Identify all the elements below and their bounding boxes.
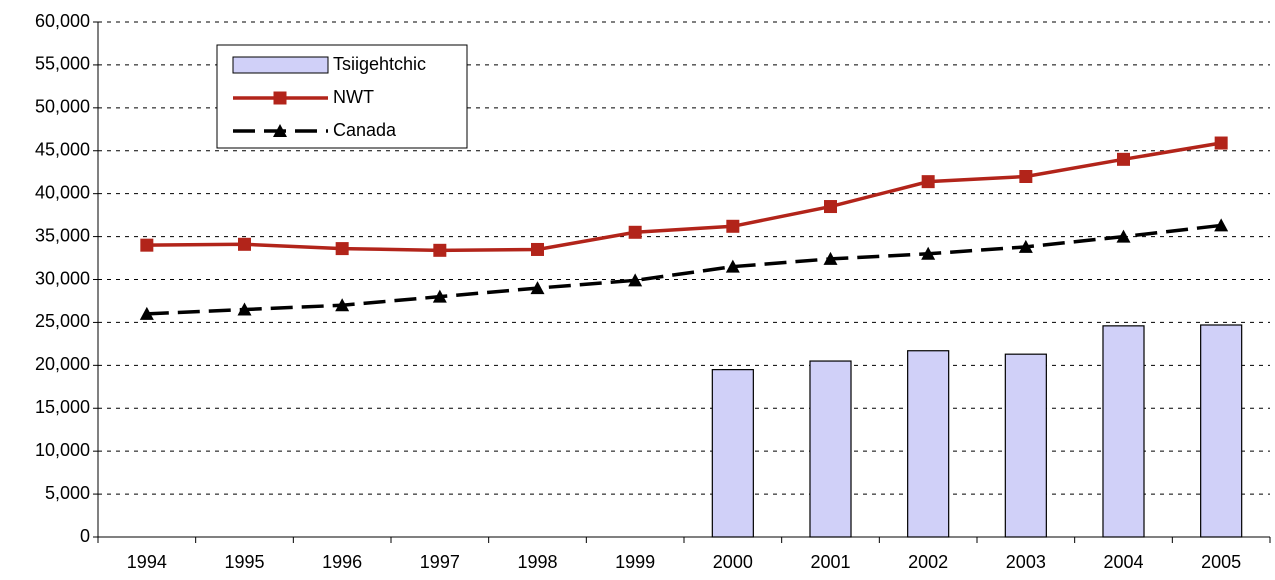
y-tick-label: 40,000 [35, 182, 90, 202]
point [1214, 218, 1229, 232]
point [433, 243, 447, 257]
point [139, 306, 154, 320]
point [238, 237, 251, 251]
x-tick-label: 1995 [224, 552, 264, 572]
bar [1004, 353, 1047, 538]
y-tick-label: 50,000 [35, 97, 90, 117]
legend: Tsiigehtchic NWT Canada [216, 44, 468, 149]
y-tick-label: 10,000 [35, 440, 90, 460]
point [140, 238, 154, 252]
y-tick-label: 15,000 [35, 397, 90, 417]
point [531, 242, 544, 256]
point [921, 175, 935, 189]
legend-label: NWT [333, 87, 374, 107]
point [335, 242, 349, 256]
point [1019, 170, 1033, 183]
point [1117, 152, 1130, 166]
x-tick-label: 1997 [420, 552, 460, 572]
y-tick-label: 35,000 [35, 225, 90, 245]
point [432, 289, 447, 303]
point [335, 298, 350, 312]
y-tick-label: 30,000 [35, 268, 90, 288]
point [725, 259, 740, 273]
line [146, 141, 1222, 253]
point [824, 200, 837, 214]
y-tick-label: 20,000 [35, 354, 90, 374]
x-tick-label: 2004 [1103, 552, 1143, 572]
point [530, 281, 545, 295]
bar [1200, 324, 1243, 538]
x-tick-label: 1999 [615, 552, 655, 572]
x-tick-label: 1996 [322, 552, 362, 572]
y-tick-label: 25,000 [35, 311, 90, 331]
point [921, 246, 936, 260]
bar [907, 350, 950, 538]
point [1018, 239, 1033, 253]
y-tick-label: 55,000 [35, 54, 90, 74]
y-tick-label: 5,000 [45, 483, 90, 503]
line [146, 223, 1222, 316]
x-tick-label: 2001 [810, 552, 850, 572]
bar [809, 360, 852, 538]
bar [1102, 325, 1145, 538]
x-tick-label: 2005 [1201, 552, 1241, 572]
point [1116, 229, 1131, 243]
legend-label: Canada [333, 120, 397, 140]
point [823, 251, 838, 265]
x-tick-label: 1994 [127, 552, 167, 572]
x-tick-label: 2002 [908, 552, 948, 572]
point [628, 273, 643, 287]
x-tick-label: 2003 [1006, 552, 1046, 572]
point [237, 302, 252, 316]
x-tick-label: 1998 [517, 552, 557, 572]
legend-swatch [232, 56, 329, 74]
y-tick-label: 45,000 [35, 140, 90, 160]
legend-marker [273, 124, 287, 137]
y-tick-label: 0 [80, 526, 90, 546]
y-tick-label: 60,000 [35, 11, 90, 31]
point [1214, 136, 1228, 150]
point [628, 225, 642, 239]
x-tick-label: 2000 [713, 552, 753, 572]
legend-label: Tsiigehtchic [333, 54, 426, 74]
legend-marker [273, 91, 287, 105]
point [726, 219, 740, 233]
bar [711, 369, 754, 538]
